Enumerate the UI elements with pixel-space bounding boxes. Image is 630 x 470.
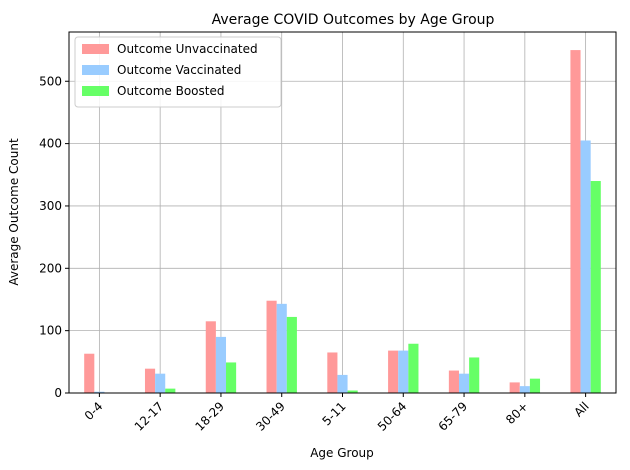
x-tick-label: All <box>571 399 591 419</box>
x-tick-label: 12-17 <box>132 399 167 434</box>
x-tick-label: 18-29 <box>193 399 228 434</box>
bar <box>286 316 297 393</box>
x-tick-label: 80+ <box>503 399 531 427</box>
x-tick-label: 5-11 <box>319 399 348 428</box>
y-tick-label: 500 <box>39 74 62 88</box>
y-tick-label: 100 <box>39 324 62 338</box>
y-axis-label: Average Outcome Count <box>7 138 21 286</box>
bar <box>215 336 227 393</box>
bar <box>327 352 338 393</box>
bar <box>448 370 459 393</box>
bar <box>226 362 237 393</box>
y-axis: 0 100 200 300 400 500 <box>39 74 69 400</box>
x-tick-label: 30-49 <box>253 399 288 434</box>
legend-swatch <box>82 65 109 75</box>
bar <box>529 378 541 393</box>
bar <box>165 388 176 393</box>
bar <box>509 382 520 393</box>
bar <box>94 391 105 393</box>
bar <box>469 357 480 393</box>
legend: Outcome Unvaccinated Outcome Vaccinated Ou… <box>74 36 282 108</box>
legend-label: Outcome Unvaccinated <box>117 42 258 56</box>
y-tick-label: 300 <box>39 199 62 213</box>
legend-label: Outcome Boosted <box>117 84 224 98</box>
y-tick-label: 200 <box>39 261 62 275</box>
y-tick-label: 400 <box>39 137 62 151</box>
bars <box>84 50 601 393</box>
legend-swatch <box>82 44 109 54</box>
bar <box>84 353 95 393</box>
bar <box>266 300 277 393</box>
chart-title: Average COVID Outcomes by Age Group <box>212 12 495 28</box>
bar <box>347 390 358 393</box>
bar <box>276 303 287 393</box>
bar <box>388 350 399 393</box>
legend-label: Outcome Vaccinated <box>117 63 241 77</box>
bar <box>337 374 348 393</box>
bar <box>590 181 601 393</box>
bar <box>155 373 166 393</box>
bar <box>144 368 156 393</box>
bar <box>458 373 470 393</box>
legend-swatch <box>82 86 109 96</box>
bar <box>205 321 216 393</box>
legend-box <box>74 36 282 108</box>
x-tick-label: 65-79 <box>436 399 471 434</box>
bar <box>580 140 591 393</box>
x-tick-label: 50-64 <box>375 399 410 434</box>
x-axis-label: Age Group <box>310 446 374 460</box>
bar <box>570 50 581 393</box>
x-tick-label: 0-4 <box>82 399 106 423</box>
bar <box>519 386 530 393</box>
bar <box>398 350 409 393</box>
y-tick-label: 0 <box>54 386 62 400</box>
x-axis: 0-4 12-17 18-29 30-49 5-11 50-64 65-79 80+ All <box>82 393 592 434</box>
bar <box>408 343 419 393</box>
